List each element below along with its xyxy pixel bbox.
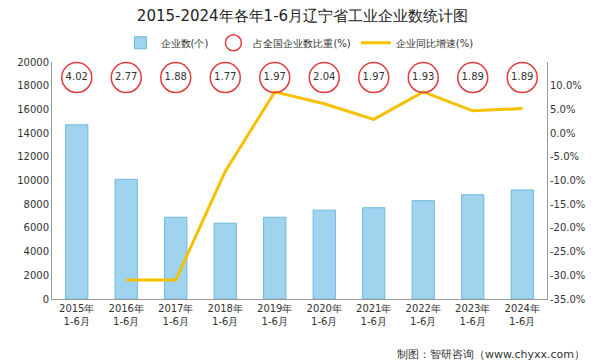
svg-text:-35.0%: -35.0% (550, 294, 585, 305)
svg-text:2000: 2000 (24, 270, 49, 281)
svg-text:1.88: 1.88 (165, 71, 187, 82)
svg-text:-5.0%: -5.0% (550, 151, 579, 162)
svg-text:-25.0%: -25.0% (550, 246, 585, 257)
svg-text:14000: 14000 (17, 128, 49, 139)
svg-text:-20.0%: -20.0% (550, 222, 585, 233)
svg-text:-30.0%: -30.0% (550, 270, 585, 281)
svg-text:企业同比增速(%): 企业同比增速(%) (396, 38, 473, 49)
svg-text:4.02: 4.02 (66, 71, 88, 82)
svg-text:1.97: 1.97 (363, 71, 385, 82)
svg-text:2023年1-6月: 2023年1-6月 (455, 303, 490, 327)
svg-text:企业数(个): 企业数(个) (161, 38, 209, 49)
svg-text:1.77: 1.77 (214, 71, 236, 82)
svg-text:6000: 6000 (24, 222, 49, 233)
svg-text:20000: 20000 (17, 57, 49, 68)
svg-text:2015-2024年各年1-6月辽宁省工业企业数统计图: 2015-2024年各年1-6月辽宁省工业企业数统计图 (137, 7, 468, 25)
svg-text:1.89: 1.89 (462, 71, 484, 82)
svg-text:1.93: 1.93 (412, 71, 434, 82)
svg-text:2021年1-6月: 2021年1-6月 (356, 303, 391, 327)
svg-text:2016年1-6月: 2016年1-6月 (109, 303, 144, 327)
svg-text:18000: 18000 (17, 80, 49, 91)
svg-text:占全国企业数比重(%): 占全国企业数比重(%) (253, 38, 350, 49)
svg-text:10000: 10000 (17, 175, 49, 186)
svg-text:4000: 4000 (24, 246, 49, 257)
svg-text:2024年1-6月: 2024年1-6月 (505, 303, 540, 327)
svg-text:0: 0 (43, 294, 49, 305)
svg-text:16000: 16000 (17, 104, 49, 115)
svg-text:2022年1-6月: 2022年1-6月 (406, 303, 441, 327)
svg-text:2.77: 2.77 (115, 71, 137, 82)
svg-text:2017年1-6月: 2017年1-6月 (158, 303, 193, 327)
svg-text:1.89: 1.89 (511, 71, 533, 82)
svg-text:2015年1-6月: 2015年1-6月 (59, 303, 94, 327)
svg-text:8000: 8000 (24, 199, 49, 210)
svg-text:-10.0%: -10.0% (550, 175, 585, 186)
svg-text:2020年1-6月: 2020年1-6月 (307, 303, 342, 327)
svg-text:12000: 12000 (17, 151, 49, 162)
svg-text:-15.0%: -15.0% (550, 199, 585, 210)
svg-text:1.97: 1.97 (264, 71, 286, 82)
svg-text:制图：智研咨询（www.chyxx.com）: 制图：智研咨询（www.chyxx.com） (397, 348, 585, 361)
svg-text:10.0%: 10.0% (550, 80, 582, 91)
svg-text:2018年1-6月: 2018年1-6月 (208, 303, 243, 327)
svg-text:2.04: 2.04 (313, 71, 335, 82)
svg-text:2019年1-6月: 2019年1-6月 (257, 303, 292, 327)
svg-text:5.0%: 5.0% (550, 104, 575, 115)
svg-text:0.0%: 0.0% (550, 128, 575, 139)
